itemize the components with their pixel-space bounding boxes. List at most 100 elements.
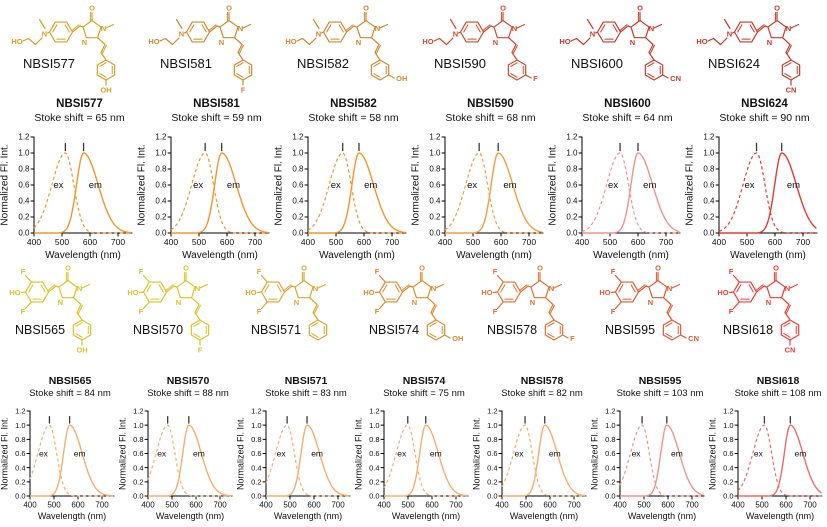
ring-nitrogen2-label: N	[176, 298, 181, 307]
plot-cell-nbsi624: NBSI624 Stoke shift = 90 nm 0.0 0.2 0.4 0.6 0.…	[685, 96, 822, 261]
x-tick-label: 500	[329, 237, 343, 247]
y-tick-label: 0.8	[605, 435, 615, 444]
y-tick-label: 0.0	[133, 492, 143, 501]
plot-title: NBSI574	[402, 375, 446, 387]
carbonyl-oxygen-label: O	[226, 4, 232, 13]
y-axis-label: Normalized Fl. Int.	[0, 417, 10, 490]
y-tick-label: 0.6	[723, 449, 733, 458]
y-tick-label: 0.2	[605, 478, 615, 487]
y-tick-label: 0.4	[155, 197, 167, 206]
ring-nitrogen2-label: N	[412, 298, 417, 307]
x-tick-label: 400	[301, 237, 315, 247]
carbonyl-oxygen-label: O	[301, 264, 307, 273]
ex-curve-label: ex	[331, 180, 341, 191]
em-curve-label: em	[74, 449, 86, 459]
x-tick-label: 700	[567, 501, 581, 510]
structure-cell-nbsi590: HO N O N N F NBSI590	[411, 0, 548, 96]
y-tick-label: 0.8	[429, 165, 441, 174]
molecule-structure-nbsi571: HO F F O N N	[245, 264, 328, 341]
ring-nitrogen-label: N	[195, 284, 200, 293]
plot-cell-nbsi590: NBSI590 Stoke shift = 68 nm 0.0 0.2 0.4 0.6 0.…	[411, 96, 548, 261]
plot-cell-nbsi581: NBSI581 Stoke shift = 59 nm 0.0 0.2 0.4 0.6 0.…	[137, 96, 274, 261]
x-tick-label: 600	[307, 501, 321, 510]
x-tick-label: 400	[712, 237, 726, 247]
amine-nitrogen-label: N	[453, 30, 458, 39]
stoke-shift-label: Stoke shift = 84 nm	[29, 388, 111, 399]
x-tick-label: 700	[111, 237, 125, 247]
x-tick-label: 600	[220, 237, 234, 247]
x-tick-label: 400	[141, 501, 155, 510]
x-tick-label: 600	[779, 501, 793, 510]
stoke-shift-label: Stoke shift = 68 nm	[445, 112, 536, 124]
spectrum-chart-nbsi618: 0.0 0.2 0.4 0.6 0.8 1.0 1.2 400 500 600 700Wavelen…	[708, 407, 823, 521]
plot-cell-nbsi570: NBSI570 Stoke shift = 88 nm 0.0 0.2 0.4 0.6 0.…	[118, 374, 236, 523]
x-tick-label: 400	[731, 501, 745, 510]
structure-cell-nbsi578: HO F F O N N F NBSI578	[472, 261, 590, 374]
x-tick-label: 700	[248, 237, 262, 247]
em-spectrum-curve	[738, 424, 822, 497]
ring-nitrogen2-label: N	[219, 38, 224, 47]
y-tick-label: 0.4	[292, 197, 304, 206]
y-axis-label: Normalized Fl. Int.	[411, 144, 422, 225]
molecule-structure-nbsi582: HO N O N N OH	[285, 4, 407, 84]
x-tick-label: 700	[213, 501, 227, 510]
y-tick-label: 0.6	[133, 449, 143, 458]
x-tick-label: 700	[659, 237, 673, 247]
y-tick-label: 1.2	[155, 133, 167, 142]
em-spectrum-curve	[719, 152, 817, 234]
x-axis-label: Wavelength (nm)	[38, 511, 106, 521]
fluorine-top-label: F	[21, 267, 26, 276]
plot-cell-nbsi582: NBSI582 Stoke shift = 58 nm 0.0 0.2 0.4 0.6 0.…	[274, 96, 411, 261]
molecule-structure-nbsi574: HO F F O N N OH	[363, 264, 463, 344]
y-tick-label: 0.6	[566, 181, 578, 190]
y-tick-label: 1.2	[251, 407, 261, 416]
ring-nitrogen2-label: N	[493, 38, 498, 47]
y-tick-label: 0.0	[292, 229, 304, 238]
ring-nitrogen2-label: N	[294, 298, 299, 307]
x-axis-label: Wavelength (nm)	[730, 250, 806, 261]
plot-title: NBSI565	[48, 375, 92, 387]
spectrum-chart-nbsi578: 0.0 0.2 0.4 0.6 0.8 1.0 1.2 400 500 600 700Wavelen…	[472, 407, 587, 521]
ex-curve-label: ex	[467, 180, 477, 191]
x-tick-label: 400	[23, 501, 37, 510]
stoke-shift-label: Stoke shift = 103 nm	[616, 388, 704, 399]
substituent-label: OH	[396, 74, 407, 83]
ex-curve-label: ex	[397, 449, 407, 459]
x-tick-label: 500	[192, 237, 206, 247]
x-tick-label: 400	[438, 237, 452, 247]
ex-spectrum-curve	[29, 424, 114, 497]
y-tick-label: 0.2	[18, 213, 30, 222]
ring-nitrogen-label: N	[512, 24, 517, 33]
fluorine-bottom-label: F	[611, 307, 616, 316]
stoke-shift-label: Stoke shift = 59 nm	[171, 112, 262, 124]
hydroxyl-label: HO	[422, 37, 433, 46]
plot-cell-nbsi618: NBSI618 Stoke shift = 108 nm 0.0 0.2 0.4 0.6 0…	[708, 374, 826, 523]
y-tick-label: 0.0	[15, 492, 25, 501]
compound-name: NBSI595	[604, 323, 656, 337]
plots-row-bottom: NBSI565 Stoke shift = 84 nm 0.0 0.2 0.4 0.6 0.…	[0, 374, 827, 523]
y-tick-label: 0.8	[566, 165, 578, 174]
y-tick-label: 0.2	[703, 213, 715, 222]
substituent-label: OH	[76, 346, 87, 355]
y-axis-label: Normalized Fl. Int.	[0, 144, 11, 225]
y-tick-label: 0.6	[429, 181, 441, 190]
hydroxyl-label: HO	[363, 288, 374, 297]
ex-spectrum-curve	[170, 152, 269, 234]
em-curve-label: em	[227, 180, 240, 191]
hydroxyl-label: HO	[245, 288, 256, 297]
plot-title: NBSI571	[284, 375, 328, 387]
x-axis-label: Wavelength (nm)	[510, 511, 578, 521]
ex-curve-label: ex	[39, 449, 49, 459]
molecule-structure-nbsi565: HO F F O N N OH	[9, 264, 92, 355]
y-tick-label: 1.2	[18, 133, 30, 142]
y-tick-label: 0.4	[605, 463, 615, 472]
hydroxyl-label: HO	[696, 37, 707, 46]
stoke-shift-label: Stoke shift = 65 nm	[34, 112, 125, 124]
substituent-label: F	[241, 86, 246, 95]
spectrum-chart-nbsi574: 0.0 0.2 0.4 0.6 0.8 1.0 1.2 400 500 600 700Wavelen…	[354, 407, 469, 521]
x-tick-label: 500	[401, 501, 415, 510]
y-axis-label: Normalized Fl. Int.	[685, 144, 696, 225]
structures-row-top: HO N O N N OH NBSI577 HO N O N N F NBSI581 HO N O N N OH NBS…	[0, 0, 827, 96]
plot-cell-nbsi577: NBSI577 Stoke shift = 65 nm 0.0 0.2 0.4 0.6 0.…	[0, 96, 137, 261]
y-axis-label: Normalized Fl. Int.	[472, 417, 482, 490]
